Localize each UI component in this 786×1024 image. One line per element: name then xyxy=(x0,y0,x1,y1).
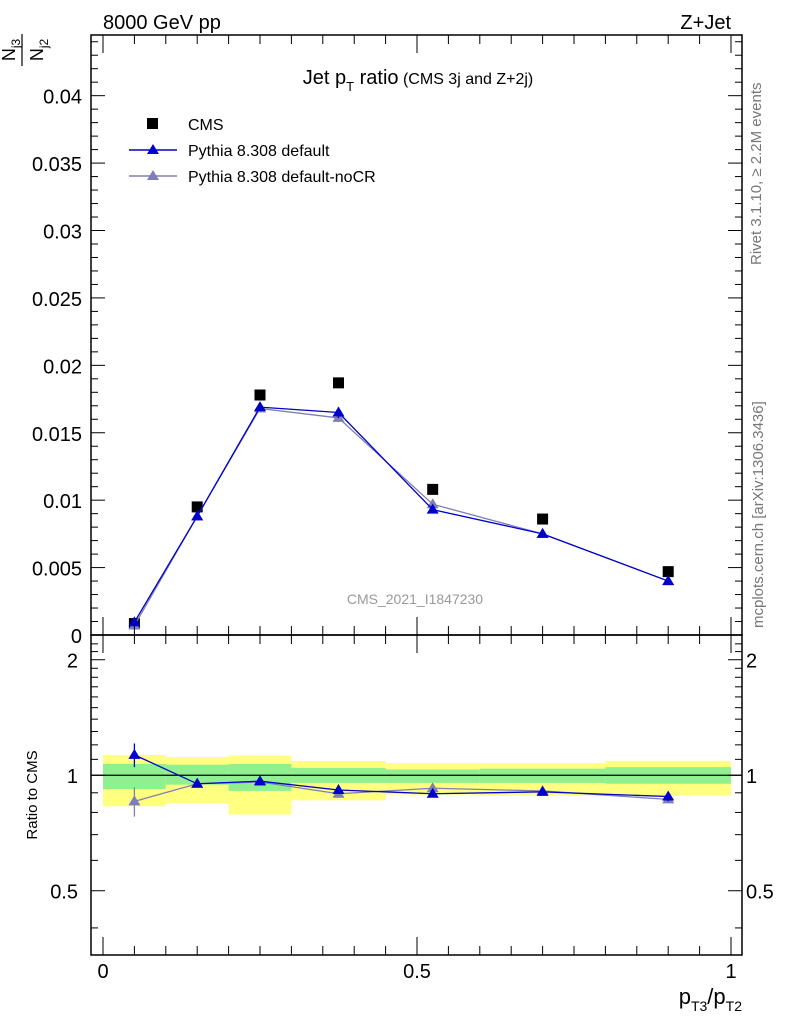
chart-title-main: Jet p xyxy=(303,67,346,89)
ratio-panel-data xyxy=(128,743,675,817)
cms-data-point xyxy=(537,513,549,525)
process-label: Z+Jet xyxy=(680,12,731,34)
ratio-band-inner xyxy=(385,769,480,783)
main-y-tick-label: 0 xyxy=(71,626,82,648)
legend-entry-cms: CMS xyxy=(147,117,224,134)
pythia-default-point xyxy=(426,503,439,514)
ratio-pythia-default-point xyxy=(191,777,204,788)
legend-marker-cms xyxy=(147,118,158,129)
ratio-pythia-nocr-point xyxy=(426,782,439,793)
cms-data-point xyxy=(662,566,674,578)
main-y-tick-label: 0.005 xyxy=(32,559,82,581)
energy-label: 8000 GeV pp xyxy=(103,12,221,34)
pythia-default-point xyxy=(662,575,675,586)
ratio-pythia-default-point xyxy=(426,787,439,798)
ratio-y-tick-label-right: 0.5 xyxy=(746,882,774,904)
legend-marker-pythia-default xyxy=(147,144,159,154)
pythia-default-point xyxy=(191,510,204,521)
chart-title-tail: ratio xyxy=(354,67,398,89)
ratio-pythia-default-point xyxy=(332,784,345,795)
main-y-tick-label: 0.025 xyxy=(32,289,82,311)
ratio-y-tick-label: 0.5 xyxy=(50,882,78,904)
legend-label-pythia-default: Pythia 8.308 default xyxy=(188,143,330,160)
chart-title: Jet pT ratio (CMS 3j and Z+2j) xyxy=(303,67,534,94)
main-y-tick-label: 0.015 xyxy=(32,424,82,446)
x-axis-label: pT3/pT2 xyxy=(679,984,743,1014)
x-tick-label: 0 xyxy=(97,961,108,983)
cms-data-point xyxy=(191,501,203,513)
chart-title-note: (CMS 3j and Z+2j) xyxy=(399,71,534,88)
main-y-label: Nj3 Nj2 xyxy=(0,34,51,66)
rivet-label: Rivet 3.1.10, ≥ 2.2M events xyxy=(748,83,765,266)
cms-data-point xyxy=(427,483,439,495)
legend-entry-pythia-default: Pythia 8.308 default xyxy=(129,143,330,160)
ratio-y-label: Ratio to CMS xyxy=(24,750,41,839)
cms-data-point xyxy=(333,377,344,389)
pythia-default-point xyxy=(332,406,345,417)
main-panel-axes: 0 0.005 0.01 0.015 0.02 0.025 0.03 0.035 0.04 xyxy=(32,35,742,648)
analysis-watermark: CMS_2021_I1847230 xyxy=(347,591,483,607)
main-panel-data xyxy=(128,377,675,630)
legend-marker-pythia-nocr xyxy=(147,170,159,180)
x-tick-label: 0.5 xyxy=(403,961,431,983)
pythia-default-line xyxy=(133,406,669,623)
y-label-den: Nj2 xyxy=(27,39,51,62)
main-y-tick-label: 0.04 xyxy=(43,87,82,109)
pythia-default-point xyxy=(536,527,549,538)
ratio-y-tick-label: 2 xyxy=(67,651,78,673)
chart-title-sub: T xyxy=(346,79,354,94)
legend-entry-pythia-nocr: Pythia 8.308 default-noCR xyxy=(129,169,376,186)
ratio-y-tick-label: 1 xyxy=(67,766,78,788)
mcplots-label: mcplots.cern.ch [arXiv:1306.3436] xyxy=(750,401,767,628)
ratio-y-tick-label-right: 1 xyxy=(746,766,757,788)
legend-label-cms: CMS xyxy=(188,117,224,134)
y-label-num: Nj3 xyxy=(0,39,23,62)
pythia-default-point xyxy=(128,616,141,627)
ratio-pythia-default-point xyxy=(662,790,675,801)
main-y-tick-label: 0.035 xyxy=(32,154,82,176)
legend: CMS Pythia 8.308 default Pythia 8.308 de… xyxy=(129,117,376,186)
main-y-tick-label: 0.03 xyxy=(43,222,82,244)
main-y-tick-label: 0.01 xyxy=(43,491,82,513)
ratio-y-tick-label-right: 2 xyxy=(746,651,757,673)
pythia-default-point xyxy=(254,401,266,412)
cms-data-point xyxy=(254,389,266,401)
ratio-panel-axes: 0.5 0.5 1 1 2 2 0 0.5 1 xyxy=(50,635,774,983)
main-y-tick-label: 0.02 xyxy=(43,356,82,378)
ratio-pythia-default-point xyxy=(536,785,549,796)
ratio-band-inner xyxy=(103,763,166,790)
ratio-pythia-nocr-point xyxy=(128,795,141,806)
ratio-pythia-default-point xyxy=(254,775,266,786)
ratio-pythia-default-point xyxy=(128,748,141,759)
x-tick-label: 1 xyxy=(725,961,736,983)
legend-label-pythia-nocr: Pythia 8.308 default-noCR xyxy=(188,169,376,186)
